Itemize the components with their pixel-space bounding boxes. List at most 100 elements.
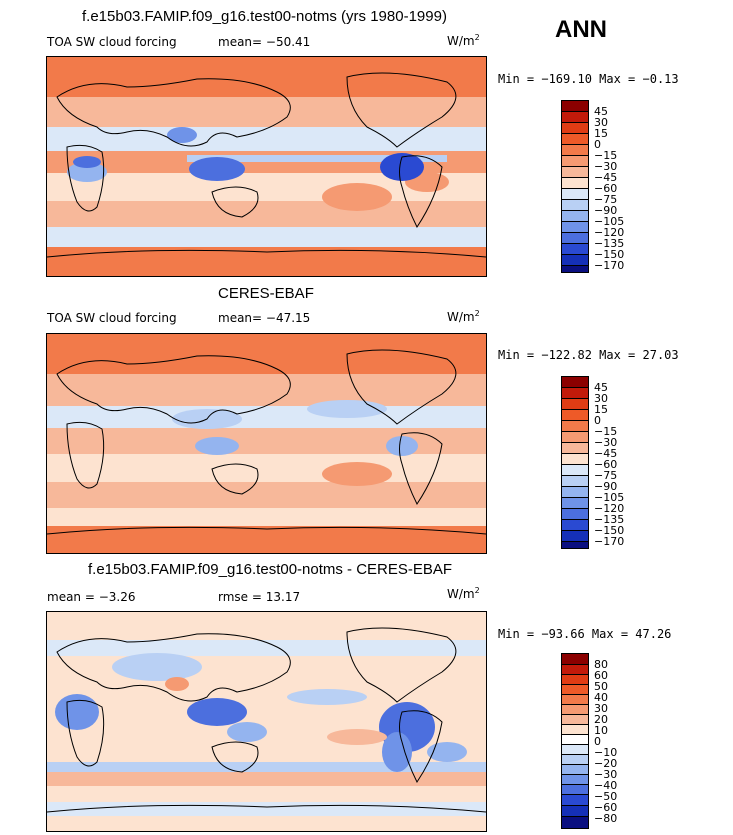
panel-1-units: W/m2: [447, 33, 480, 48]
colorbar-label: 15: [594, 403, 608, 416]
colorbar-label: −60: [594, 458, 618, 471]
colorbar-box: [562, 476, 588, 487]
colorbar-box: [562, 255, 588, 266]
colorbar-box: [562, 233, 588, 244]
colorbar-label: −30: [594, 436, 618, 449]
panel-2-colorbar: [561, 376, 589, 549]
colorbar-box: [562, 487, 588, 498]
colorbar-box: [562, 377, 588, 388]
panel-1-variable-label: TOA SW cloud forcing: [47, 35, 177, 49]
colorbar-box: [562, 520, 588, 531]
colorbar-label: −20: [594, 757, 618, 770]
colorbar-box: [562, 145, 588, 156]
season-label: ANN: [555, 16, 607, 43]
colorbar-label: −60: [594, 801, 618, 814]
panel-2-variable-label: TOA SW cloud forcing: [47, 311, 177, 325]
panel-3-rmse-label: rmse = 13.17: [218, 590, 301, 604]
colorbar-box: [562, 806, 588, 817]
colorbar-box: [562, 443, 588, 454]
colorbar-label: 20: [594, 713, 608, 726]
colorbar-label: −15: [594, 425, 618, 438]
colorbar-label: 0: [594, 735, 601, 748]
colorbar-label: −150: [594, 524, 625, 537]
panel-2-mean-label: mean= −47.15: [218, 311, 311, 325]
colorbar-label: −105: [594, 491, 625, 504]
colorbar-label: −120: [594, 226, 625, 239]
colorbar-box: [562, 112, 588, 123]
colorbar-box: [562, 817, 588, 828]
colorbar-label: −90: [594, 480, 618, 493]
colorbar-label: −30: [594, 160, 618, 173]
colorbar-label: 30: [594, 116, 608, 129]
colorbar-label: −120: [594, 502, 625, 515]
colorbar-label: −50: [594, 790, 618, 803]
colorbar-box: [562, 785, 588, 795]
colorbar-box: [562, 745, 588, 755]
colorbar-box: [562, 189, 588, 200]
panel-1-map: [46, 56, 487, 277]
colorbar-label: −10: [594, 746, 618, 759]
colorbar-box: [562, 498, 588, 509]
colorbar-box: [562, 665, 588, 675]
colorbar-label: 45: [594, 105, 608, 118]
panel-3-colorbar: [561, 653, 589, 829]
colorbar-box: [562, 410, 588, 421]
colorbar-label: 40: [594, 691, 608, 704]
colorbar-label: −170: [594, 535, 625, 548]
panel-3-units: W/m2: [447, 586, 480, 601]
colorbar-box: [562, 421, 588, 432]
panel-3-mean-label: mean = −3.26: [47, 590, 136, 604]
panel-2-map: [46, 333, 487, 554]
panel-1-mean-label: mean= −50.41: [218, 35, 311, 49]
colorbar-box: [562, 725, 588, 735]
panel-3-minmax: Min = −93.66 Max = 47.26: [498, 627, 672, 641]
colorbar-box: [562, 244, 588, 255]
colorbar-box: [562, 735, 588, 745]
colorbar-box: [562, 222, 588, 233]
colorbar-label: −80: [594, 812, 618, 825]
panel-1-title: f.e15b03.FAMIP.f09_g16.test00-notms (yrs…: [82, 8, 447, 25]
colorbar-box: [562, 795, 588, 806]
colorbar-label: −45: [594, 447, 618, 460]
colorbar-label: 60: [594, 669, 608, 682]
colorbar-label: −45: [594, 171, 618, 184]
colorbar-box: [562, 705, 588, 715]
colorbar-label: 30: [594, 392, 608, 405]
panel-2-units: W/m2: [447, 309, 480, 324]
colorbar-label: −75: [594, 469, 618, 482]
colorbar-label: 80: [594, 658, 608, 671]
colorbar-box: [562, 765, 588, 775]
colorbar-box: [562, 454, 588, 465]
colorbar-label: −135: [594, 513, 625, 526]
colorbar-box: [562, 101, 588, 112]
panel-2-title: CERES-EBAF: [218, 285, 314, 302]
colorbar-box: [562, 531, 588, 542]
colorbar-box: [562, 178, 588, 189]
colorbar-label: −60: [594, 182, 618, 195]
colorbar-label: −105: [594, 215, 625, 228]
colorbar-label: 15: [594, 127, 608, 140]
colorbar-label: 30: [594, 702, 608, 715]
colorbar-box: [562, 266, 588, 272]
colorbar-box: [562, 432, 588, 443]
colorbar-box: [562, 715, 588, 725]
panel-3-map: [46, 611, 487, 832]
colorbar-label: 0: [594, 414, 601, 427]
panel-1-colorbar: [561, 100, 589, 273]
colorbar-box: [562, 388, 588, 399]
colorbar-box: [562, 167, 588, 178]
colorbar-box: [562, 654, 588, 665]
colorbar-label: −40: [594, 779, 618, 792]
colorbar-box: [562, 542, 588, 548]
colorbar-box: [562, 465, 588, 476]
panel-2-minmax: Min = −122.82 Max = 27.03: [498, 348, 679, 362]
colorbar-label: 0: [594, 138, 601, 151]
colorbar-box: [562, 399, 588, 410]
colorbar-label: −90: [594, 204, 618, 217]
colorbar-label: −150: [594, 248, 625, 261]
colorbar-label: −135: [594, 237, 625, 250]
colorbar-box: [562, 685, 588, 695]
colorbar-label: −30: [594, 768, 618, 781]
colorbar-label: −75: [594, 193, 618, 206]
colorbar-label: −170: [594, 259, 625, 272]
